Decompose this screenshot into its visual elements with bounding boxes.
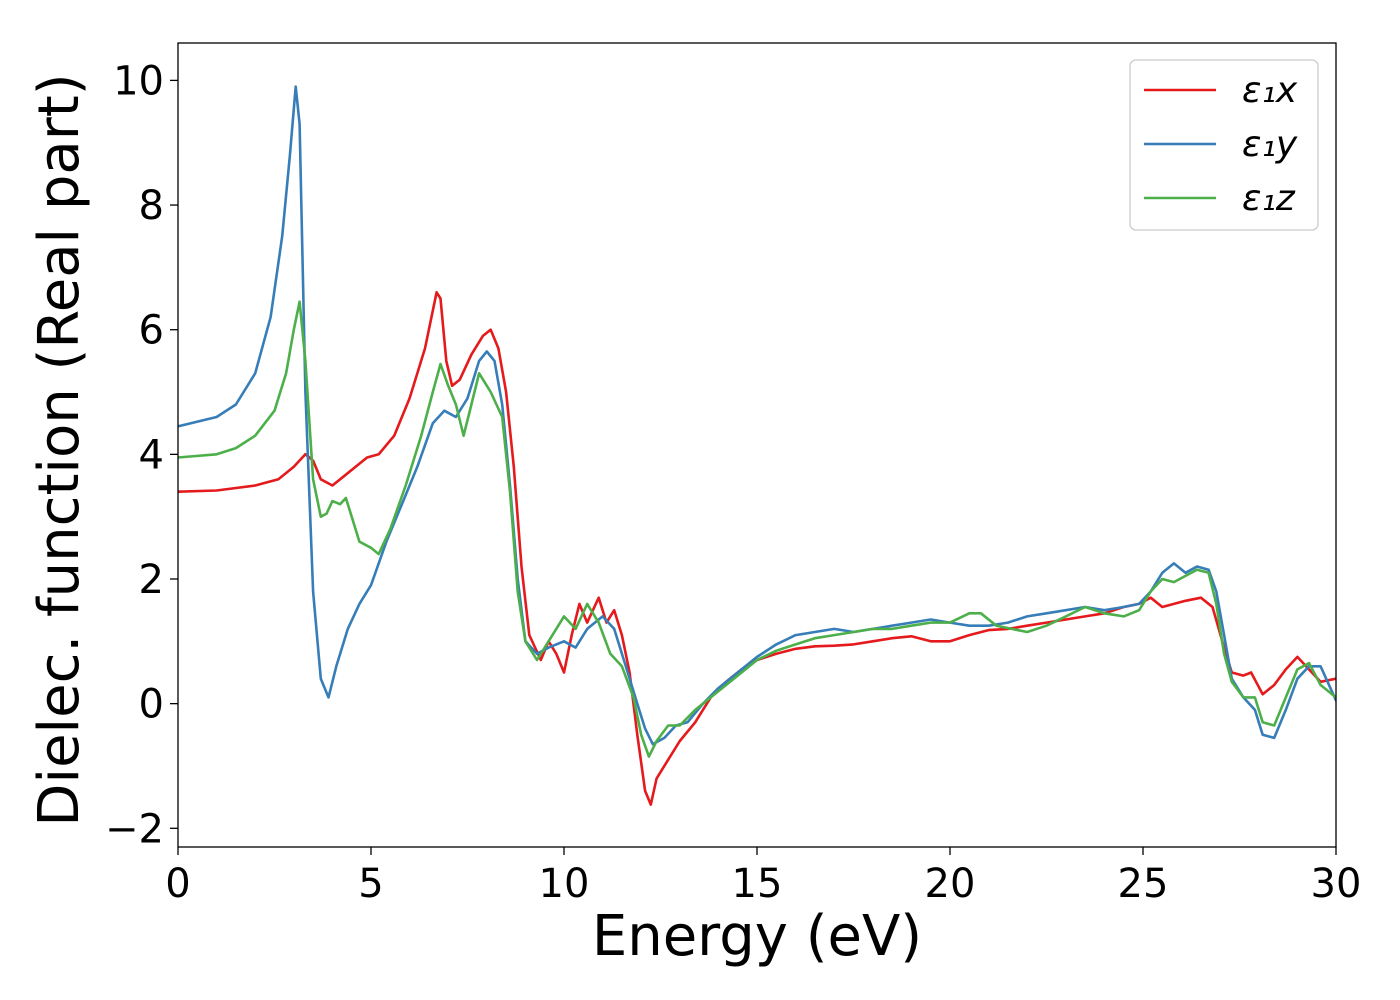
x-tick-label: 30 (1311, 861, 1362, 907)
x-tick-label: 25 (1118, 861, 1169, 907)
y-axis-label: Dielec. function (Real part) (27, 73, 92, 826)
legend: ε₁x ε₁y ε₁z (1129, 59, 1319, 231)
x-tick-label: 5 (358, 861, 383, 907)
x-tick-label: 15 (732, 861, 783, 907)
y-tick-label: −2 (105, 806, 164, 852)
legend-box (1129, 59, 1319, 231)
y-axis-ticks: −2 0 2 4 6 8 10 (105, 58, 178, 852)
x-tick-label: 10 (539, 861, 590, 907)
y-tick-label: 6 (139, 308, 164, 354)
legend-label-2: ε₁z (1242, 178, 1296, 219)
x-axis-label: Energy (eV) (592, 904, 922, 969)
y-tick-label: 10 (113, 58, 164, 104)
y-tick-label: 2 (139, 557, 164, 603)
x-tick-label: 0 (165, 861, 190, 907)
y-tick-label: 0 (139, 682, 164, 728)
y-tick-label: 8 (139, 183, 164, 229)
series-layer (178, 85, 1336, 806)
x-axis-ticks: 0 5 10 15 20 25 30 (165, 847, 1361, 907)
y-tick-label: 4 (139, 432, 164, 478)
legend-label-1: ε₁y (1242, 124, 1298, 165)
legend-label-0: ε₁x (1242, 70, 1298, 111)
series-line-0 (178, 291, 1336, 806)
series-line-2 (178, 300, 1336, 758)
x-tick-label: 20 (925, 861, 976, 907)
